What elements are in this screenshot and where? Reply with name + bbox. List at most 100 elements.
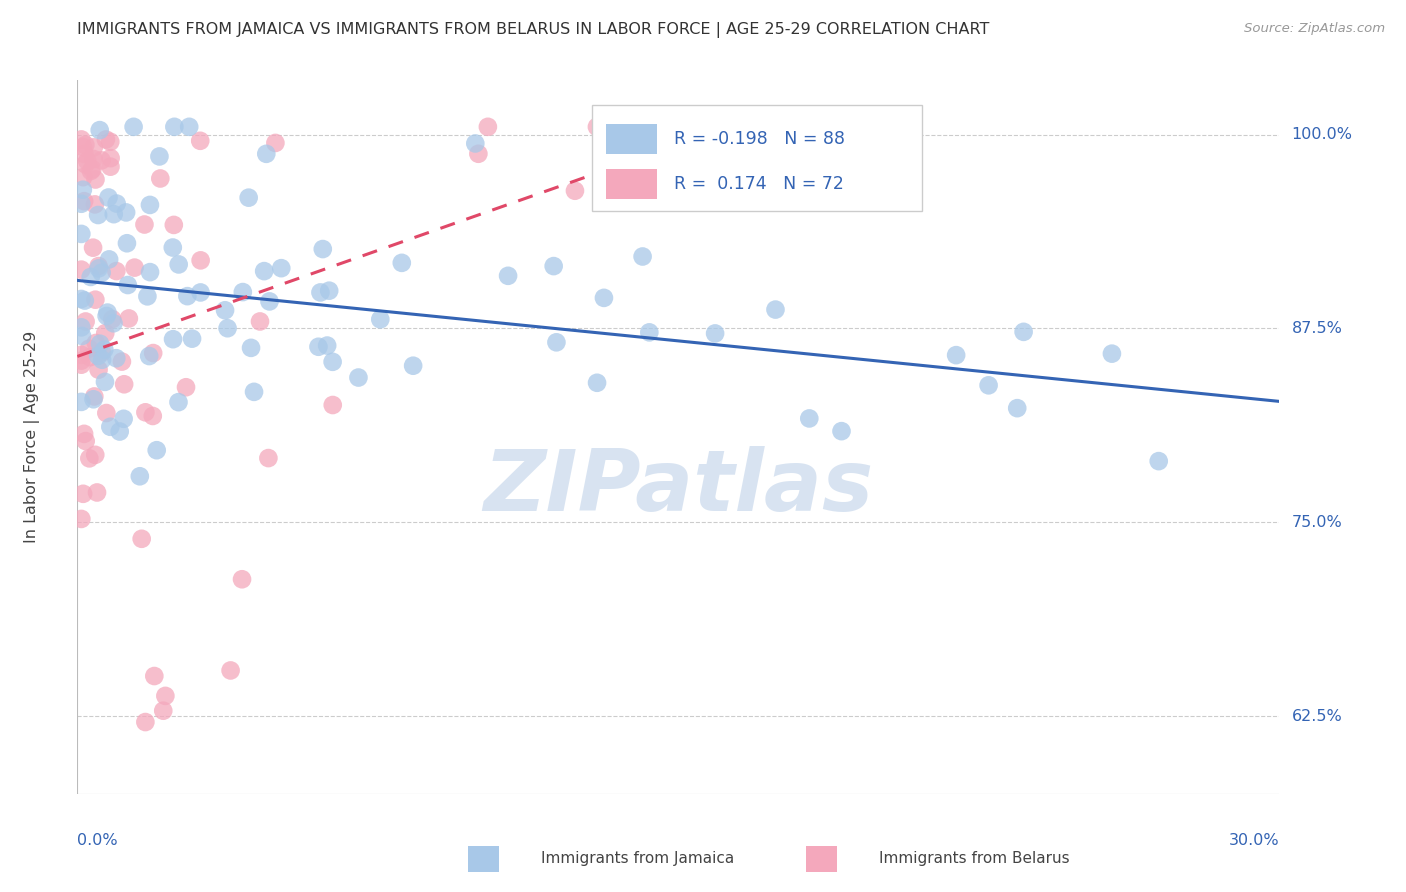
Point	[179, 120, 201, 134]
Point	[115, 205, 138, 219]
Point	[111, 354, 134, 368]
Point	[75, 157, 97, 171]
Point	[148, 149, 170, 163]
Point	[270, 261, 292, 276]
Point	[96, 305, 118, 319]
Point	[90, 153, 112, 168]
Point	[70, 132, 93, 146]
Text: 0.0%: 0.0%	[77, 833, 118, 848]
Point	[143, 669, 166, 683]
Text: 100.0%: 100.0%	[1292, 127, 1353, 142]
Point	[163, 120, 186, 134]
Point	[94, 132, 117, 146]
Point	[163, 218, 186, 232]
Text: Source: ZipAtlas.com: Source: ZipAtlas.com	[1244, 22, 1385, 36]
Point	[181, 332, 204, 346]
Point	[84, 448, 107, 462]
Point	[259, 294, 281, 309]
Point	[83, 152, 105, 166]
Point	[87, 208, 110, 222]
Point	[316, 338, 339, 352]
Point	[254, 146, 277, 161]
Point	[83, 197, 105, 211]
Point	[232, 285, 254, 299]
Text: Immigrants from Belarus: Immigrants from Belarus	[879, 852, 1070, 866]
Point	[368, 312, 391, 326]
Point	[87, 259, 110, 273]
Point	[103, 207, 125, 221]
Point	[128, 469, 150, 483]
Point	[138, 349, 160, 363]
Point	[312, 242, 335, 256]
Point	[70, 292, 93, 306]
Point	[543, 259, 565, 273]
Point	[765, 302, 787, 317]
Point	[100, 160, 122, 174]
Point	[231, 572, 253, 586]
Point	[89, 336, 111, 351]
Point	[219, 664, 242, 678]
Point	[79, 269, 101, 284]
Point	[799, 411, 821, 425]
Point	[496, 268, 519, 283]
Point	[100, 151, 122, 165]
Point	[188, 134, 211, 148]
Point	[70, 262, 93, 277]
Point	[1147, 454, 1170, 468]
Point	[70, 227, 93, 241]
Point	[243, 384, 266, 399]
Point	[142, 409, 165, 423]
Point	[84, 336, 107, 351]
Point	[70, 196, 93, 211]
Point	[101, 312, 124, 326]
Point	[249, 314, 271, 328]
Point	[86, 485, 108, 500]
Point	[149, 171, 172, 186]
Point	[94, 326, 117, 341]
Text: 30.0%: 30.0%	[1229, 833, 1279, 848]
Point	[308, 340, 330, 354]
Point	[134, 714, 156, 729]
Point	[115, 236, 138, 251]
FancyBboxPatch shape	[592, 105, 922, 211]
Point	[117, 278, 139, 293]
Point	[103, 316, 125, 330]
Point	[76, 154, 98, 169]
Text: In Labor Force | Age 25-29: In Labor Force | Age 25-29	[24, 331, 39, 543]
Point	[91, 352, 114, 367]
Point	[134, 405, 156, 419]
Point	[83, 140, 105, 154]
Point	[136, 289, 159, 303]
Point	[75, 434, 97, 448]
Point	[945, 348, 967, 362]
Point	[564, 184, 586, 198]
Point	[84, 293, 107, 307]
Point	[257, 451, 280, 466]
Point	[72, 170, 94, 185]
Point	[467, 146, 489, 161]
Point	[77, 342, 100, 356]
Point	[87, 362, 110, 376]
Point	[309, 285, 332, 300]
Point	[190, 285, 212, 300]
Point	[631, 250, 654, 264]
Point	[98, 419, 121, 434]
Point	[73, 293, 96, 308]
Point	[322, 398, 344, 412]
Point	[98, 135, 121, 149]
Point	[87, 261, 110, 276]
Point	[96, 309, 118, 323]
Point	[70, 512, 93, 526]
Point	[586, 376, 609, 390]
Point	[391, 256, 413, 270]
Point	[152, 704, 174, 718]
Point	[190, 253, 212, 268]
Point	[90, 345, 112, 359]
Point	[89, 123, 111, 137]
Point	[94, 375, 117, 389]
Point	[112, 377, 135, 392]
Point	[1005, 401, 1028, 416]
Point	[79, 350, 101, 364]
Point	[238, 191, 260, 205]
Point	[477, 120, 499, 134]
